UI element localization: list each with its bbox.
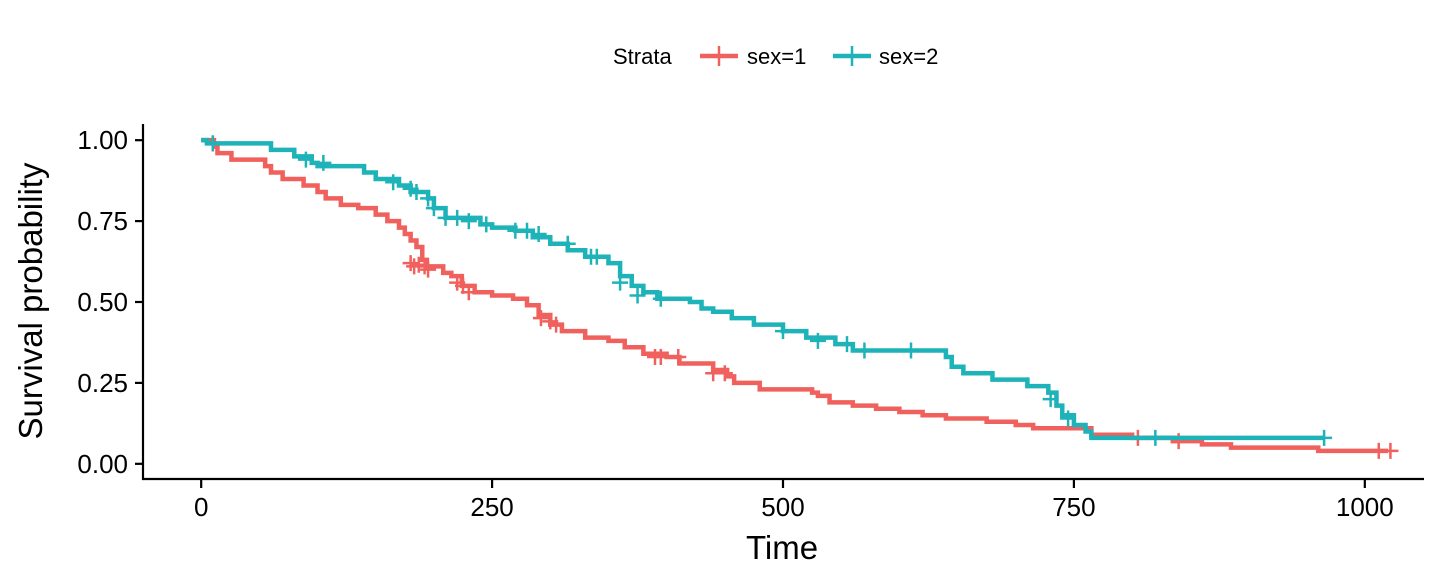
x-tick-label: 250 — [470, 492, 513, 522]
plot-area — [201, 135, 1399, 459]
censor-mark — [809, 332, 826, 349]
legend: Strata sex=1 sex=2 — [613, 44, 938, 69]
censor-mark — [1042, 391, 1059, 408]
y-axis-title: Survival probability — [12, 162, 49, 439]
censor-mark — [532, 310, 549, 327]
censor-mark — [1316, 429, 1333, 446]
censor-mark — [903, 342, 919, 359]
censor-mark — [478, 216, 495, 233]
x-tick-label: 500 — [761, 492, 804, 522]
x-axis-title: Time — [746, 529, 818, 566]
censor-mark — [716, 365, 733, 382]
censor-mark — [425, 200, 442, 217]
survival-curve — [201, 137, 1325, 441]
censor-mark — [652, 349, 669, 366]
censor-mark — [588, 248, 605, 265]
censor-mark — [416, 258, 433, 275]
censor-mark — [1170, 433, 1187, 450]
censor-mark — [652, 290, 669, 307]
censor-mark — [385, 174, 402, 191]
censor-mark — [559, 235, 576, 252]
censor-mark — [839, 336, 855, 353]
censor-mark — [856, 342, 873, 359]
censor-mark — [402, 255, 419, 272]
censor-mark — [1060, 410, 1077, 427]
legend-item-sex-2: sex=2 — [833, 44, 938, 69]
series-sex-1 — [201, 135, 1399, 459]
censor-mark — [519, 222, 535, 239]
censor-mark — [629, 287, 646, 304]
legend-item-sex-1: sex=1 — [700, 44, 806, 69]
censor-mark — [204, 135, 221, 152]
censor-mark — [420, 190, 437, 207]
censor-mark — [315, 154, 332, 171]
legend-title: Strata — [613, 44, 672, 69]
survival-curve — [201, 137, 1389, 454]
y-tick-label: 0.00 — [77, 449, 128, 479]
censor-mark — [612, 274, 629, 291]
censor-mark — [408, 183, 425, 200]
censor-mark — [1147, 429, 1164, 446]
censor-mark — [449, 209, 466, 226]
legend-label: sex=1 — [747, 44, 806, 69]
censor-mark — [460, 284, 477, 301]
censor-mark — [548, 316, 565, 333]
y-tick-label: 0.50 — [77, 287, 128, 317]
censor-mark — [460, 213, 477, 230]
censor-mark — [420, 261, 437, 278]
series-sex-2 — [201, 135, 1333, 446]
censor-mark — [297, 151, 314, 168]
x-tick-label: 1000 — [1336, 492, 1394, 522]
x-ticks: 0 250 500 750 1000 — [194, 480, 1394, 522]
y-tick-label: 1.00 — [77, 125, 128, 155]
axes: 0 250 500 750 1000 0.00 0.25 0.50 0.75 1.00 Time… — [12, 124, 1424, 566]
series-layer — [201, 135, 1399, 459]
x-tick-label: 750 — [1052, 492, 1095, 522]
legend-label: sex=2 — [879, 44, 938, 69]
y-tick-label: 0.25 — [77, 368, 128, 398]
censor-mark — [530, 226, 547, 243]
x-tick-label: 0 — [194, 492, 208, 522]
y-ticks: 0.00 0.25 0.50 0.75 1.00 — [77, 125, 143, 479]
y-tick-label: 0.75 — [77, 206, 128, 236]
censor-mark — [1382, 442, 1399, 459]
censor-mark — [775, 323, 791, 340]
censor-mark — [670, 349, 687, 366]
